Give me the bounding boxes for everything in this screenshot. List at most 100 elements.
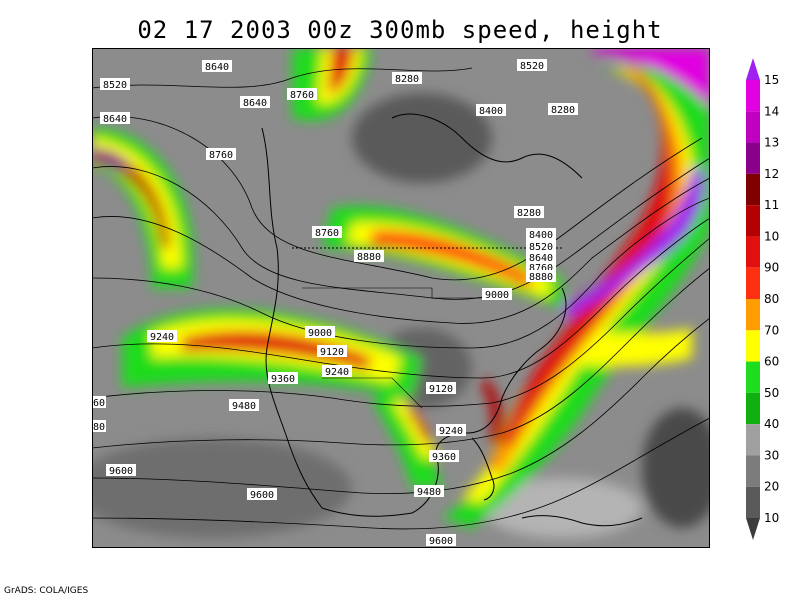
contour-label: 9600 (247, 488, 277, 501)
contour-label: 80 (92, 420, 106, 433)
contour-label: 8400 (526, 228, 556, 241)
svg-text:8760: 8760 (209, 150, 233, 161)
contour-label: 8280 (548, 103, 578, 116)
svg-text:8400: 8400 (479, 106, 503, 117)
contour-label: 9240 (322, 365, 352, 378)
svg-text:8400: 8400 (529, 230, 553, 241)
contour-label: 9600 (106, 464, 136, 477)
svg-text:9480: 9480 (232, 401, 256, 412)
jet-red-north (328, 48, 354, 93)
svg-text:9240: 9240 (439, 426, 463, 437)
contour-label: 8520 (517, 59, 547, 72)
colorbar-swatch (746, 236, 760, 268)
jet-red-texas (407, 408, 430, 442)
svg-text:9360: 9360 (432, 452, 456, 463)
colorbar-swatch (746, 142, 760, 174)
colorbar-tick-label: 10 (764, 511, 779, 525)
field-low-speed-atlantic (642, 408, 710, 528)
svg-text:9000: 9000 (308, 328, 332, 339)
contour-label: 8280 (514, 206, 544, 219)
svg-text:8520: 8520 (520, 61, 544, 72)
jet-core-120-westcoast (92, 148, 132, 170)
colorbar-swatch (746, 80, 760, 112)
contour-label: 9000 (482, 288, 512, 301)
svg-text:9000: 9000 (485, 290, 509, 301)
colorbar-tick-label: 140 (764, 104, 780, 118)
contour-label: 8280 (392, 72, 422, 85)
contour-label: 9240 (147, 330, 177, 343)
svg-text:9600: 9600 (109, 466, 133, 477)
contour-label: 8520 (100, 78, 130, 91)
contour-label: 8640 (240, 96, 270, 109)
colorbar-tick-label: 110 (764, 198, 780, 212)
jet-red-florida (480, 378, 504, 443)
svg-text:8640: 8640 (205, 62, 229, 73)
contour-label: 8520 (526, 240, 556, 253)
colorbar-tick-label: 130 (764, 136, 780, 150)
colorbar-tick-label: 90 (764, 261, 779, 275)
field-low-speed-canada (352, 93, 492, 183)
svg-text:9600: 9600 (429, 536, 453, 547)
svg-text:8640: 8640 (529, 253, 553, 264)
colorbar-swatch (746, 205, 760, 237)
svg-text:8880: 8880 (357, 252, 381, 263)
svg-text:8760: 8760 (290, 90, 314, 101)
contour-label: 60 (92, 396, 106, 409)
colorbar: 150 140 130 120 110 100 90 80 70 60 50 40 30 20 10 (746, 58, 780, 540)
contour-label: 8640 (100, 112, 130, 125)
contour-label: 9480 (414, 485, 444, 498)
colorbar-swatch (746, 330, 760, 362)
svg-text:8760: 8760 (315, 228, 339, 239)
colorbar-swatch (746, 392, 760, 425)
colorbar-tick-label: 120 (764, 167, 780, 181)
map-title: 02 17 2003 00z 300mb speed, height (137, 16, 663, 44)
contour-labels: 8640 8520 8640 8640 8760 8280 8520 8400 … (92, 59, 578, 547)
contour-label: 9360 (268, 372, 298, 385)
colorbar-tick-label: 80 (764, 292, 779, 306)
jet-north-purple (592, 48, 710, 108)
contour-label: 9120 (426, 382, 456, 395)
jet-yellow-east (462, 68, 694, 503)
svg-text:8640: 8640 (103, 114, 127, 125)
contour-label: 8400 (476, 104, 506, 117)
contour-label: 9000 (305, 326, 335, 339)
svg-text:9600: 9600 (250, 490, 274, 501)
field-light-caribbean (482, 478, 642, 538)
colorbar-tick-label: 30 (764, 448, 779, 462)
colorbar-tick-label: 100 (764, 229, 780, 243)
jet-yellow-atlantic (562, 328, 692, 367)
svg-text:60: 60 (93, 398, 105, 409)
colorbar-swatch (746, 58, 760, 80)
colorbar-swatch (746, 299, 760, 331)
svg-text:9480: 9480 (417, 487, 441, 498)
colorbar-swatch (746, 455, 760, 487)
coastlines (261, 113, 643, 527)
colorbar-swatch (746, 424, 760, 456)
colorbar-tick-label: 50 (764, 386, 779, 400)
contour-label: 9120 (317, 345, 347, 358)
colorbar-swatch (746, 267, 760, 299)
svg-text:9120: 9120 (429, 384, 453, 395)
contour-label: 8760 (206, 148, 236, 161)
colorbar-tick-label: 60 (764, 355, 779, 369)
colorbar-tick-label: 40 (764, 417, 779, 431)
svg-text:9120: 9120 (320, 347, 344, 358)
jet-red-southwest (182, 330, 372, 370)
colorbar-tick-label: 150 (764, 73, 780, 87)
contour-label: 9600 (426, 534, 456, 547)
contour-label: 8640 (526, 251, 556, 264)
svg-text:8280: 8280 (517, 208, 541, 219)
colorbar-tick-label: 70 (764, 323, 779, 337)
contour-label: 8760 (312, 226, 342, 239)
svg-text:9360: 9360 (271, 374, 295, 385)
jet-green-halo-gulf (372, 388, 442, 488)
jet-orange-canada (370, 230, 532, 288)
svg-text:8280: 8280 (395, 74, 419, 85)
svg-text:8520: 8520 (103, 80, 127, 91)
svg-text:8880: 8880 (529, 272, 553, 283)
footer-credit: GrADS: COLA/IGES (4, 586, 89, 596)
colorbar-swatch (746, 111, 760, 143)
field-low-speed-mexico (92, 438, 352, 538)
svg-text:9240: 9240 (150, 332, 174, 343)
svg-text:80: 80 (93, 422, 105, 433)
